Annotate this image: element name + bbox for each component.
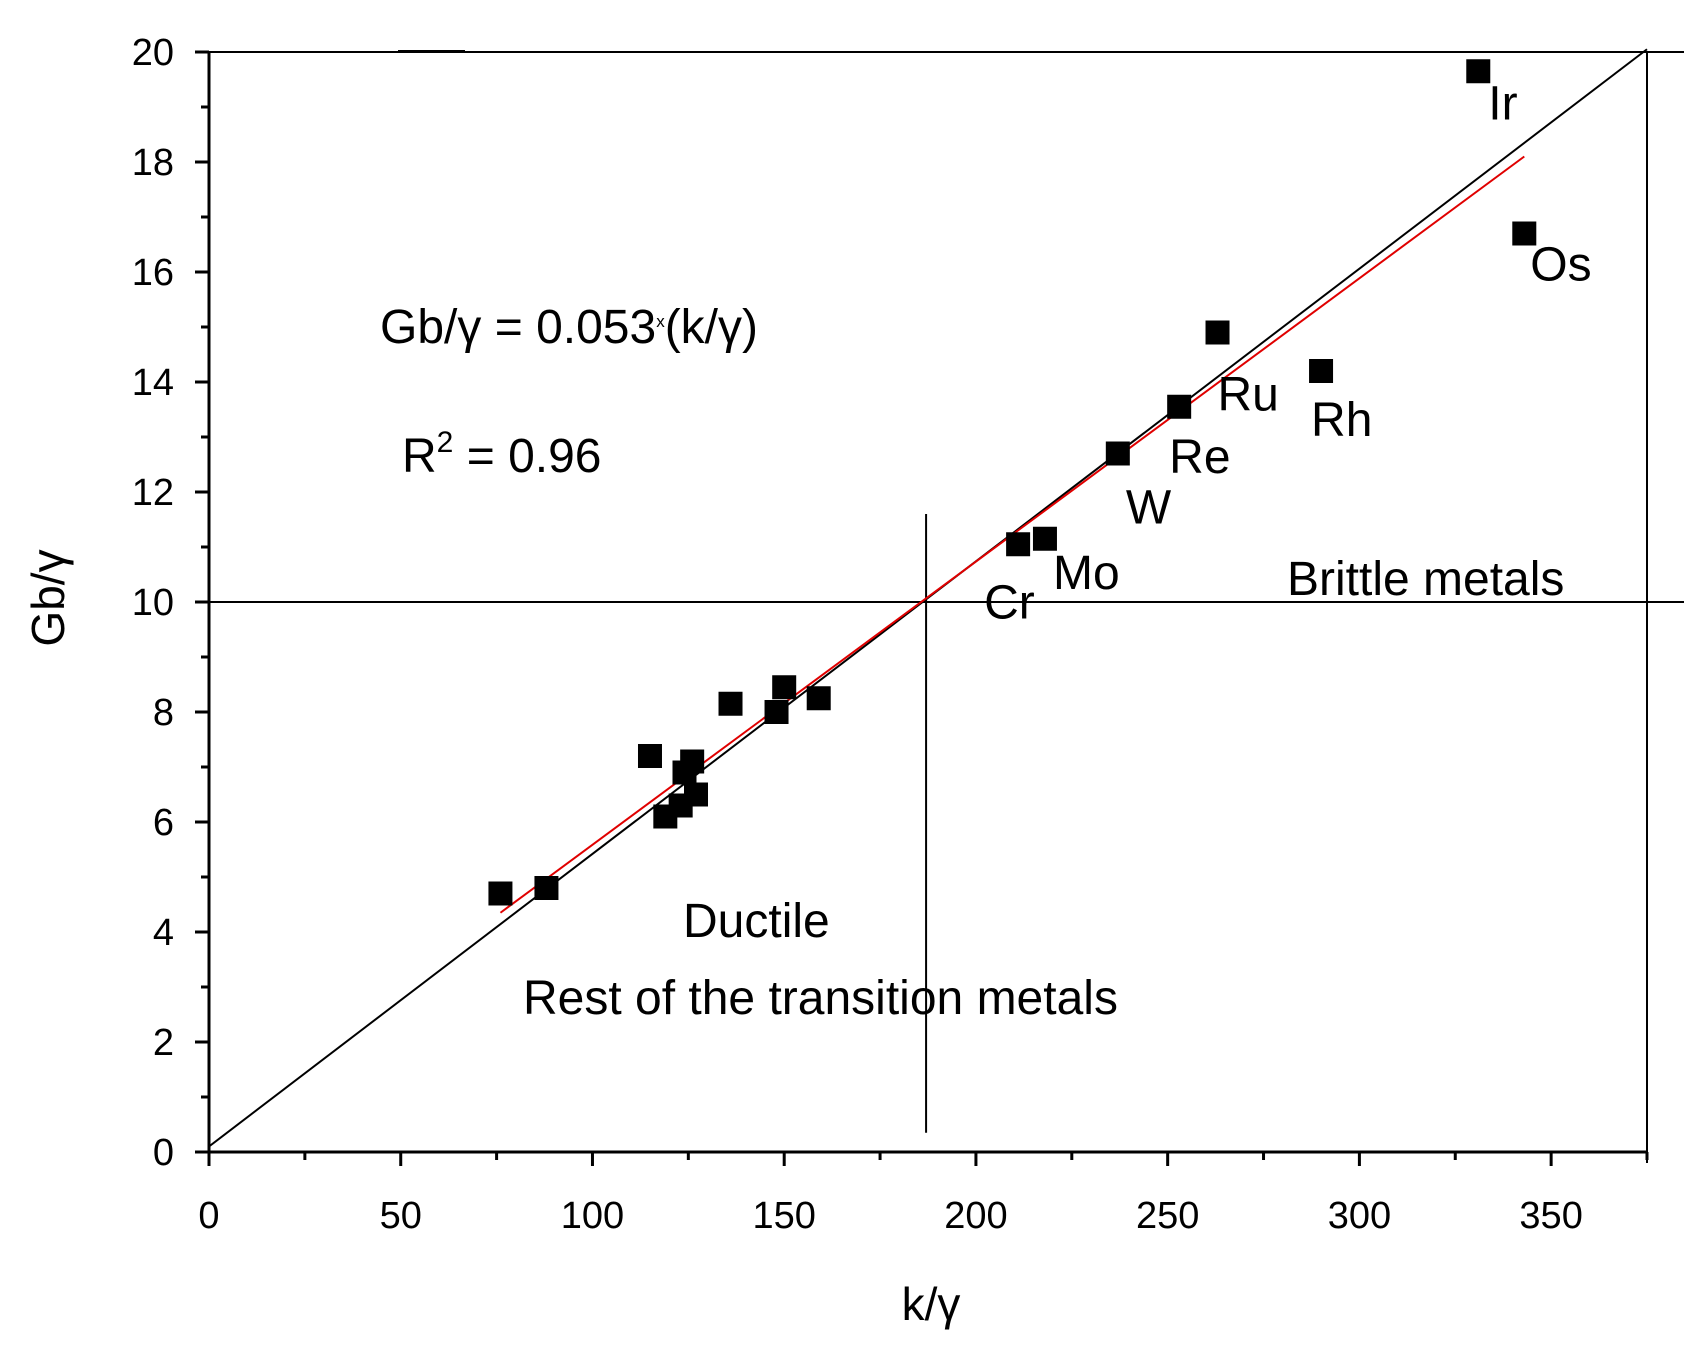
data-point-mo [1032,526,1057,551]
x-tick-label: 250 [1136,1195,1199,1237]
point-label-ir: Ir [1488,77,1517,130]
brittle-label: Brittle metals [1287,553,1564,606]
y-tick-label: 16 [132,252,174,294]
x-tick-label: 0 [198,1195,219,1237]
data-points [488,59,1537,906]
point-label-os: Os [1530,239,1591,292]
data-point [637,744,662,768]
y-tick-label: 18 [132,142,174,184]
x-tick-label: 200 [944,1195,1007,1237]
equation-rhs: (k/γ) [665,301,758,354]
y-ticks: 0 2 4 6 8 10 12 14 16 18 20 [132,32,209,1174]
y-tick-label: 20 [132,32,174,74]
x-axis-title: k/γ [902,1278,961,1330]
y-tick-label: 14 [132,362,174,404]
rest-label: Rest of the transition metals [523,972,1118,1025]
data-point [764,700,789,724]
x-tick-label: 300 [1328,1195,1391,1237]
data-point [488,881,513,906]
y-tick-label: 8 [153,692,174,734]
point-label-rh: Rh [1311,394,1372,447]
y-tick-label: 12 [132,472,174,514]
x-tick-label: 50 [380,1195,422,1237]
r2-superscript: 2 [437,426,454,459]
x-ticks: 0 50 100 150 200 250 300 350 [198,1152,1649,1237]
y-tick-label: 4 [153,912,174,954]
y-tick-label: 0 [153,1132,174,1174]
r2-value: = 0.96 [453,430,601,483]
point-label-re: Re [1169,431,1230,484]
fit-equation: Gb/γ = 0.053x(k/γ) [380,301,758,354]
data-point-ru [1205,320,1230,345]
data-point [680,749,705,774]
data-point [534,876,559,900]
equation-times: x [656,312,665,331]
data-point-w [1105,441,1130,466]
data-point-cr [1006,532,1031,557]
y-tick-label: 10 [132,582,174,624]
r-squared: R2 = 0.96 [402,426,601,483]
data-point-ir [1466,59,1491,84]
ductile-label: Ductile [683,895,830,948]
y-tick-label: 2 [153,1022,174,1064]
point-label-mo: Mo [1053,547,1120,600]
x-tick-label: 350 [1519,1195,1582,1237]
data-point-re [1167,394,1192,419]
data-point-os [1512,221,1537,246]
point-label-cr: Cr [984,576,1035,629]
point-label-ru: Ru [1218,369,1279,422]
x-tick-label: 100 [561,1195,624,1237]
data-point [684,782,709,807]
data-point [772,675,797,700]
equation-lhs: Gb/γ = 0.053 [380,301,656,354]
data-point [718,691,743,716]
x-tick-label: 150 [752,1195,815,1237]
r2-base: R [402,430,437,483]
data-point-rh [1309,359,1334,383]
y-tick-label: 6 [153,802,174,844]
point-label-w: W [1126,482,1172,535]
y-axis-title: Gb/γ [22,549,74,646]
data-point [806,686,831,711]
